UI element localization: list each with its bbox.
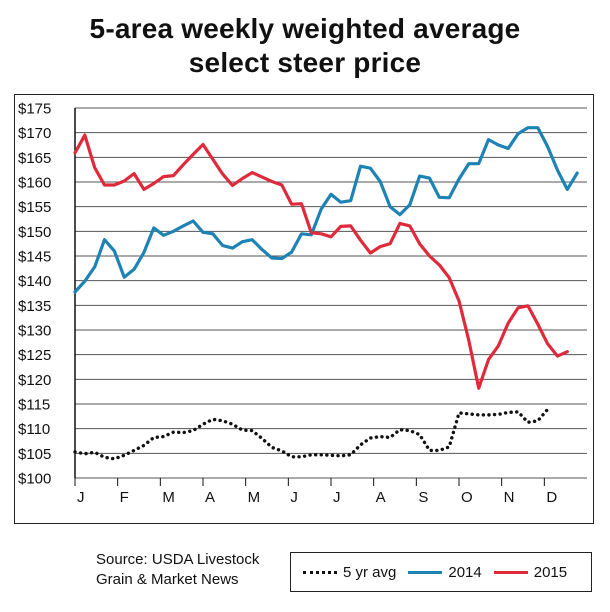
series-layer xyxy=(73,126,579,461)
chart-title-line-1: 5-area weekly weighted average xyxy=(89,13,521,44)
y-tick-label: $115 xyxy=(18,397,50,414)
y-tick-label: $145 xyxy=(18,249,51,266)
grid-layer xyxy=(75,107,587,479)
legend-swatch-5yr-avg xyxy=(303,570,337,574)
series-line-2014 xyxy=(73,126,579,294)
y-tick-label: $110 xyxy=(18,421,50,438)
series-line-2015 xyxy=(73,133,569,390)
axis-layer: $100 $105 $110 $115 $120 $125 $130 $135 $140 $145… xyxy=(18,101,557,507)
legend: 5 yr avg 2014 2015 xyxy=(290,552,592,592)
y-tick-label: $135 xyxy=(18,298,51,315)
y-tick-label: $125 xyxy=(18,347,51,364)
x-tick-label: S xyxy=(418,489,428,506)
x-tick-label: N xyxy=(504,489,515,506)
y-tick-label: $105 xyxy=(18,446,51,463)
x-tick-label: A xyxy=(376,489,386,506)
y-tick-label: $175 xyxy=(18,101,51,118)
y-tick-label: $160 xyxy=(18,175,51,192)
y-tick-label: $150 xyxy=(18,224,51,241)
series-line-5-yr-avg xyxy=(73,407,550,461)
chart-frame xyxy=(14,94,594,524)
x-tick-label: J xyxy=(77,489,85,506)
y-tick-label: $165 xyxy=(18,150,51,167)
x-tick-label: D xyxy=(546,489,557,506)
legend-swatch-2014 xyxy=(408,570,443,574)
y-tick-label: $100 xyxy=(18,471,51,488)
x-tick-label: F xyxy=(120,489,129,506)
chart-title-line-2: select steer price xyxy=(188,47,422,78)
y-tick-label: $170 xyxy=(18,125,51,142)
x-tick-label: M xyxy=(162,489,175,506)
legend-item-2015: 2015 xyxy=(493,563,568,581)
x-tick-label: M xyxy=(248,489,261,506)
source-line-1: Source: USDA Livestock xyxy=(96,551,260,568)
legend-swatch-2015 xyxy=(493,570,528,574)
legend-label-2015: 2015 xyxy=(533,563,568,581)
source-note: Source: USDA Livestock Grain & Market Ne… xyxy=(96,550,259,590)
x-tick-label: O xyxy=(461,489,473,506)
legend-item-2014: 2014 xyxy=(408,563,482,581)
legend-item-5yr-avg: 5 yr avg xyxy=(303,564,396,581)
y-tick-label: $155 xyxy=(18,199,51,216)
y-tick-label: $140 xyxy=(18,273,51,290)
source-line-2: Grain & Market News xyxy=(96,571,239,588)
legend-label-2014: 2014 xyxy=(448,563,482,581)
legend-label-5yr-avg: 5 yr avg xyxy=(343,563,397,581)
x-tick-label: A xyxy=(205,489,215,506)
y-tick-label: $130 xyxy=(18,323,51,340)
x-tick-label: J xyxy=(290,489,298,506)
x-tick-label: J xyxy=(333,489,341,506)
y-tick-label: $120 xyxy=(18,372,51,389)
